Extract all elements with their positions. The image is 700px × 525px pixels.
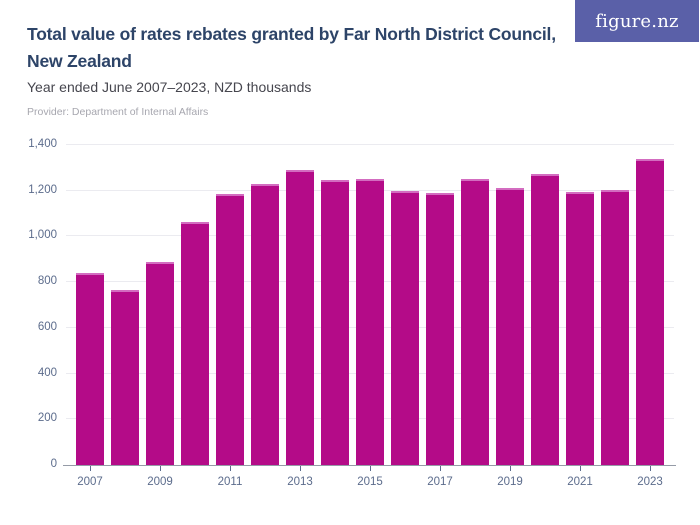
page-title-line-1: Total value of rates rebates granted by …	[27, 24, 556, 44]
bar-2023	[636, 158, 664, 465]
bar-2011	[216, 194, 244, 465]
bar-2016	[391, 190, 419, 465]
bar-2007	[76, 273, 104, 465]
y-axis-label-1,200: 1,200	[28, 183, 57, 196]
x-axis-tick-2013	[299, 466, 301, 471]
x-axis-tick-2011	[229, 466, 231, 471]
plot-area	[65, 144, 675, 465]
x-axis-tick-2021	[579, 466, 581, 471]
y-axis-label-200: 200	[37, 412, 57, 425]
bar-2017	[426, 193, 454, 465]
y-axis-label-1,000: 1,000	[28, 229, 57, 242]
bar-2019	[496, 188, 524, 465]
y-axis-label-0: 0	[50, 458, 57, 470]
bar-2018	[461, 179, 489, 465]
gridline-1,400	[66, 144, 674, 145]
bar-2008	[111, 290, 139, 465]
x-axis-tick-2017	[439, 466, 441, 471]
bar-2022	[601, 189, 629, 465]
y-axis-label-400: 400	[37, 366, 57, 379]
x-axis-tick-2023	[649, 466, 651, 471]
x-axis-tick-2015	[369, 466, 371, 471]
x-axis-tick-2019	[509, 466, 511, 471]
page-title: Total value of rates rebates granted by …	[27, 21, 572, 75]
bar-2009	[146, 261, 174, 465]
y-axis-label-600: 600	[37, 320, 57, 333]
x-axis-tick-2007	[89, 466, 91, 471]
x-axis-tick-2009	[159, 466, 161, 471]
x-axis-label-2019: 2019	[497, 476, 523, 488]
bar-2010	[181, 221, 209, 465]
x-axis-label-2009: 2009	[147, 476, 173, 488]
bar-2020	[531, 173, 559, 465]
figure-nz-logo[interactable]: figure.nz	[575, 0, 699, 42]
x-axis-label-2007: 2007	[77, 476, 103, 488]
x-axis-label-2021: 2021	[567, 476, 593, 488]
bar-2013	[286, 170, 314, 465]
bar-2015	[356, 179, 384, 465]
x-axis-label-2015: 2015	[357, 476, 383, 488]
page-title-line-2: New Zealand	[27, 51, 132, 71]
x-axis-label-2017: 2017	[427, 476, 453, 488]
bar-2014	[321, 180, 349, 465]
bar-2012	[251, 183, 279, 465]
provider-note: Provider: Department of Internal Affairs	[27, 106, 209, 118]
y-axis-label-800: 800	[37, 275, 57, 288]
y-axis-label-1,400: 1,400	[28, 138, 57, 150]
bar-2021	[566, 191, 594, 465]
x-axis-label-2011: 2011	[217, 476, 243, 488]
chart-subtitle: Year ended June 2007–2023, NZD thousands	[27, 79, 312, 95]
x-axis-line	[63, 465, 676, 466]
x-axis-label-2013: 2013	[287, 476, 313, 488]
x-axis-label-2023: 2023	[637, 476, 663, 488]
